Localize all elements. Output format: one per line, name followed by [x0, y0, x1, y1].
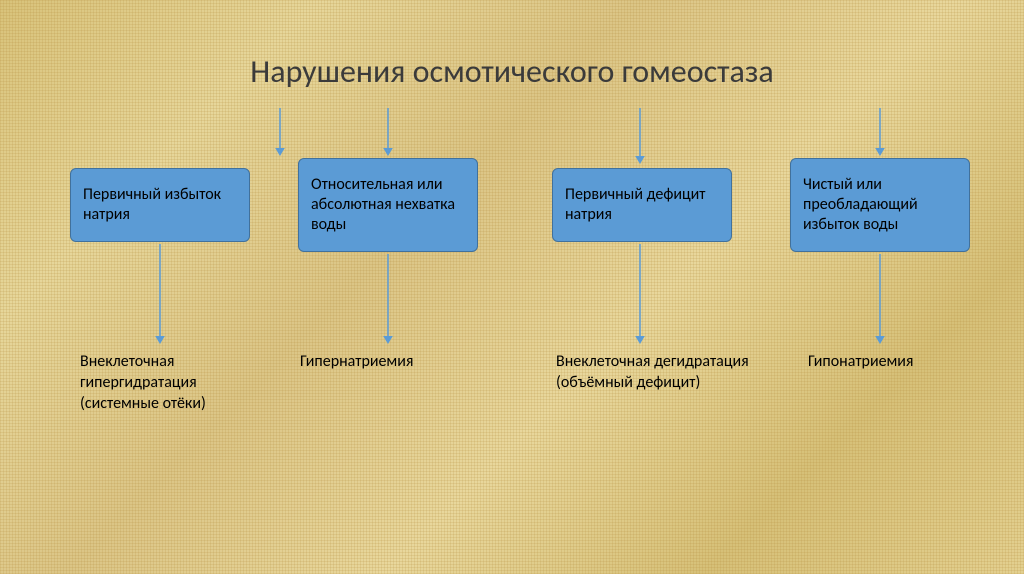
result-extracellular-dehydration: Внеклеточная дегидратация (объёмный дефи… [556, 352, 756, 394]
box-primary-sodium-excess: Первичный избыток натрия [70, 168, 250, 242]
result-label: Внеклеточная дегидратация (объёмный дефи… [556, 352, 749, 392]
slide-title: Нарушения осмотического гомеостаза [0, 52, 1024, 91]
box-label: Первичный избыток натрия [83, 185, 237, 225]
box-label: Первичный дефицит натрия [565, 185, 719, 225]
box-primary-sodium-deficit: Первичный дефицит натрия [552, 168, 732, 242]
result-label: Внеклеточная гипергидратация (системные … [80, 352, 206, 413]
result-extracellular-hyperhydration: Внеклеточная гипергидратация (системные … [80, 352, 250, 414]
result-label: Гипернатриемия [300, 352, 413, 371]
result-hyponatremia: Гипонатриемия [808, 352, 978, 373]
result-hypernatremia: Гипернатриемия [300, 352, 480, 373]
result-label: Гипонатриемия [808, 352, 914, 371]
box-water-excess: Чистый или преобладающий избыток воды [790, 158, 970, 252]
box-water-deficit: Относительная или абсолютная нехватка во… [298, 158, 478, 252]
box-label: Относительная или абсолютная нехватка во… [311, 175, 465, 235]
box-label: Чистый или преобладающий избыток воды [803, 175, 957, 235]
